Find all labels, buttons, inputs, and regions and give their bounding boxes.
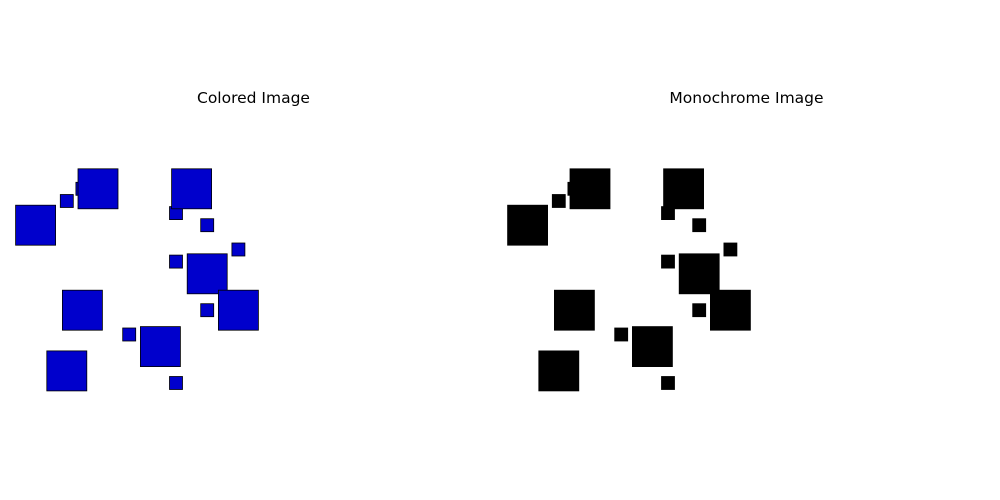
colored-square-marker-5 — [77, 168, 119, 210]
colored-square-marker-7 — [122, 327, 137, 342]
monochrome-square-marker-8 — [632, 326, 673, 368]
monochrome-square-marker-2 — [551, 194, 566, 208]
colored-square-marker-16 — [231, 242, 246, 257]
monochrome-image-panel: Monochrome Image — [507, 89, 824, 392]
colored-square-marker-8 — [139, 326, 181, 368]
monochrome-square-marker-17 — [710, 289, 751, 331]
monochrome-square-marker-5 — [569, 168, 611, 210]
colored-square-marker-14 — [186, 253, 228, 295]
monochrome-square-marker-15 — [692, 303, 707, 318]
colored-square-marker-6 — [62, 289, 103, 331]
colored-image-panel: Colored Image — [15, 89, 310, 392]
colored-square-marker-17 — [217, 289, 259, 331]
colored-square-marker-12 — [169, 254, 183, 269]
monochrome-square-marker-7 — [614, 327, 629, 342]
monochrome-square-marker-12 — [661, 254, 675, 269]
monochrome-square-marker-6 — [554, 289, 595, 331]
monochrome-square-marker-14 — [678, 253, 720, 295]
colored-square-marker-2 — [59, 194, 74, 208]
monochrome-square-marker-13 — [692, 218, 707, 233]
colored-square-marker-3 — [46, 350, 88, 392]
colored-image-title: Colored Image — [197, 89, 310, 107]
monochrome-image-title: Monochrome Image — [669, 89, 823, 107]
monochrome-square-marker-16 — [723, 242, 738, 257]
colored-square-marker-1 — [15, 204, 57, 246]
colored-square-marker-11 — [171, 168, 213, 210]
monochrome-square-marker-9 — [661, 376, 675, 390]
monochrome-square-marker-3 — [538, 350, 580, 392]
colored-square-marker-9 — [169, 376, 183, 390]
monochrome-square-marker-11 — [663, 168, 704, 210]
monochrome-image-markers — [507, 168, 751, 392]
monochrome-square-marker-1 — [507, 204, 549, 246]
colored-square-marker-13 — [200, 218, 215, 233]
colored-square-marker-15 — [200, 303, 215, 318]
colored-image-markers — [15, 168, 259, 392]
